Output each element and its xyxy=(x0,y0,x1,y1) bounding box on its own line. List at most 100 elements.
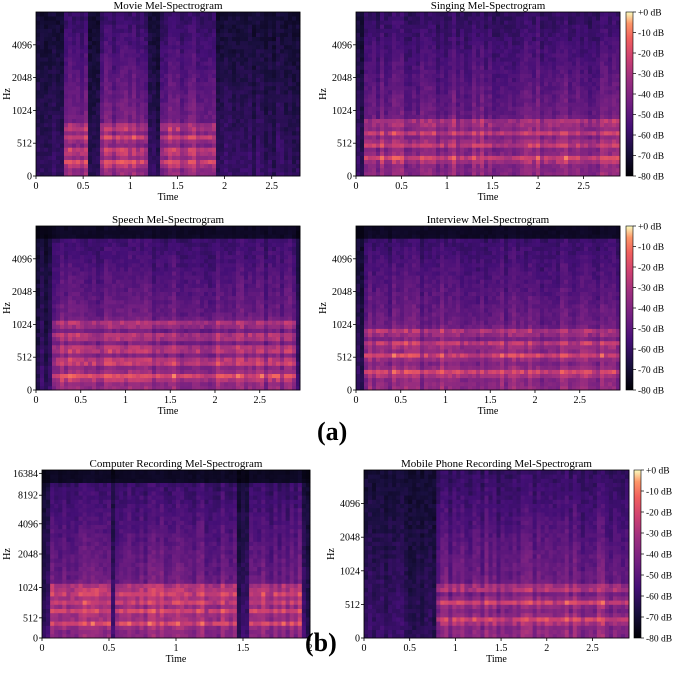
x-tick-label: 0.5 xyxy=(394,395,407,406)
x-tick-label: 0.5 xyxy=(77,181,90,192)
chart-title: Interview Mel-Spectrogram xyxy=(427,214,550,226)
colorbar-label: -80 dB xyxy=(638,387,664,397)
y-tick-label: 512 xyxy=(345,600,360,611)
y-tick-label: 512 xyxy=(23,613,38,624)
x-tick-label: 1.5 xyxy=(484,395,497,406)
x-tick-label: 0 xyxy=(40,643,45,654)
heatmap-cells xyxy=(36,12,300,176)
colorbar-label: -10 dB xyxy=(646,488,672,498)
colorbar xyxy=(634,470,641,638)
y-tick-label: 4096 xyxy=(332,254,352,265)
x-axis-label: Time xyxy=(478,406,499,417)
x-tick-label: 0.5 xyxy=(74,395,87,406)
y-tick-label: 2048 xyxy=(18,550,38,561)
colorbar xyxy=(626,12,633,176)
x-tick-label: 2.5 xyxy=(577,181,590,192)
y-axis-label: Hz xyxy=(2,88,13,100)
colorbar xyxy=(626,226,633,390)
panel-label-b: (b) xyxy=(305,628,337,658)
y-tick-label: 4096 xyxy=(18,519,38,530)
y-tick-label: 4096 xyxy=(12,40,32,51)
colorbar-label: -30 dB xyxy=(638,70,664,80)
y-tick-label: 0 xyxy=(27,386,32,397)
x-axis-label: Time xyxy=(478,192,499,203)
y-tick-label: 512 xyxy=(17,139,32,150)
y-tick-label: 2048 xyxy=(340,533,360,544)
y-tick-label: 16384 xyxy=(13,469,38,480)
heatmap-cells xyxy=(36,226,300,390)
x-tick-label: 1 xyxy=(443,395,448,406)
y-tick-label: 4096 xyxy=(332,40,352,51)
chart-title: Speech Mel-Spectrogram xyxy=(112,214,225,226)
x-tick-label: 2 xyxy=(222,181,227,192)
x-tick-label: 2.5 xyxy=(573,395,586,406)
x-tick-label: 2.5 xyxy=(253,395,266,406)
colorbar-label: -60 dB xyxy=(646,593,672,603)
spectrogram-panel-6: Mobile Phone Recording Mel-Spectrogram 0 0… xyxy=(326,458,672,665)
colorbar-label: -50 dB xyxy=(638,111,664,121)
y-tick-label: 2048 xyxy=(332,287,352,298)
heatmap-cells xyxy=(356,12,620,176)
spectrogram-panel-5: Computer Recording Mel-Spectrogram 0 0.5 1 1… xyxy=(2,458,313,665)
x-tick-label: 2 xyxy=(212,395,217,406)
x-tick-label: 1 xyxy=(174,643,179,654)
y-tick-label: 0 xyxy=(347,386,352,397)
x-axis-label: Time xyxy=(158,192,179,203)
colorbar-label: -40 dB xyxy=(638,91,664,101)
heatmap-cells xyxy=(42,470,310,638)
x-tick-label: 1 xyxy=(123,395,128,406)
y-tick-label: 4096 xyxy=(340,499,360,510)
x-tick-label: 1.5 xyxy=(164,395,177,406)
x-tick-label: 0.5 xyxy=(395,181,408,192)
y-tick-label: 0 xyxy=(355,634,360,645)
y-tick-label: 512 xyxy=(337,139,352,150)
x-tick-label: 1 xyxy=(453,643,458,654)
x-tick-label: 1.5 xyxy=(495,643,508,654)
y-tick-label: 1024 xyxy=(340,566,360,577)
chart-title: Mobile Phone Recording Mel-Spectrogram xyxy=(401,458,592,470)
colorbar-label: +0 dB xyxy=(646,467,670,477)
x-axis-label: Time xyxy=(486,654,507,665)
chart-title: Computer Recording Mel-Spectrogram xyxy=(90,458,263,470)
y-tick-label: 4096 xyxy=(12,254,32,265)
colorbar-label: +0 dB xyxy=(638,223,662,233)
y-tick-label: 512 xyxy=(337,353,352,364)
x-tick-label: 0.5 xyxy=(103,643,116,654)
panel-label-a: (a) xyxy=(317,417,347,447)
x-tick-label: 0 xyxy=(354,181,359,192)
x-axis-label: Time xyxy=(166,654,187,665)
colorbar-label: -40 dB xyxy=(638,305,664,315)
colorbar-label: -70 dB xyxy=(646,614,672,624)
x-tick-label: 0.5 xyxy=(403,643,416,654)
y-tick-label: 0 xyxy=(33,634,38,645)
colorbar-label: -80 dB xyxy=(646,635,672,645)
y-tick-label: 1024 xyxy=(12,320,32,331)
x-tick-label: 0 xyxy=(34,181,39,192)
colorbar-label: +0 dB xyxy=(638,9,662,19)
y-tick-label: 512 xyxy=(17,353,32,364)
chart-title: Singing Mel-Spectrogram xyxy=(431,0,546,12)
colorbar-label: -30 dB xyxy=(646,530,672,540)
y-tick-label: 2048 xyxy=(332,73,352,84)
colorbar-label: -40 dB xyxy=(646,551,672,561)
colorbar-label: -70 dB xyxy=(638,152,664,162)
y-tick-label: 2048 xyxy=(12,73,32,84)
y-axis-label: Hz xyxy=(326,548,337,560)
y-axis-label: Hz xyxy=(2,302,13,314)
colorbar-label: -10 dB xyxy=(638,243,664,253)
x-tick-label: 1 xyxy=(445,181,450,192)
y-tick-label: 8192 xyxy=(18,491,38,502)
colorbar-label: -80 dB xyxy=(638,173,664,183)
x-tick-label: 2 xyxy=(536,181,541,192)
colorbar-label: -20 dB xyxy=(646,509,672,519)
y-tick-label: 1024 xyxy=(332,106,352,117)
colorbar-label: -50 dB xyxy=(638,325,664,335)
x-tick-label: 1.5 xyxy=(486,181,499,192)
colorbar-label: -30 dB xyxy=(638,284,664,294)
heatmap-cells xyxy=(356,226,620,390)
x-tick-label: 0 xyxy=(354,395,359,406)
